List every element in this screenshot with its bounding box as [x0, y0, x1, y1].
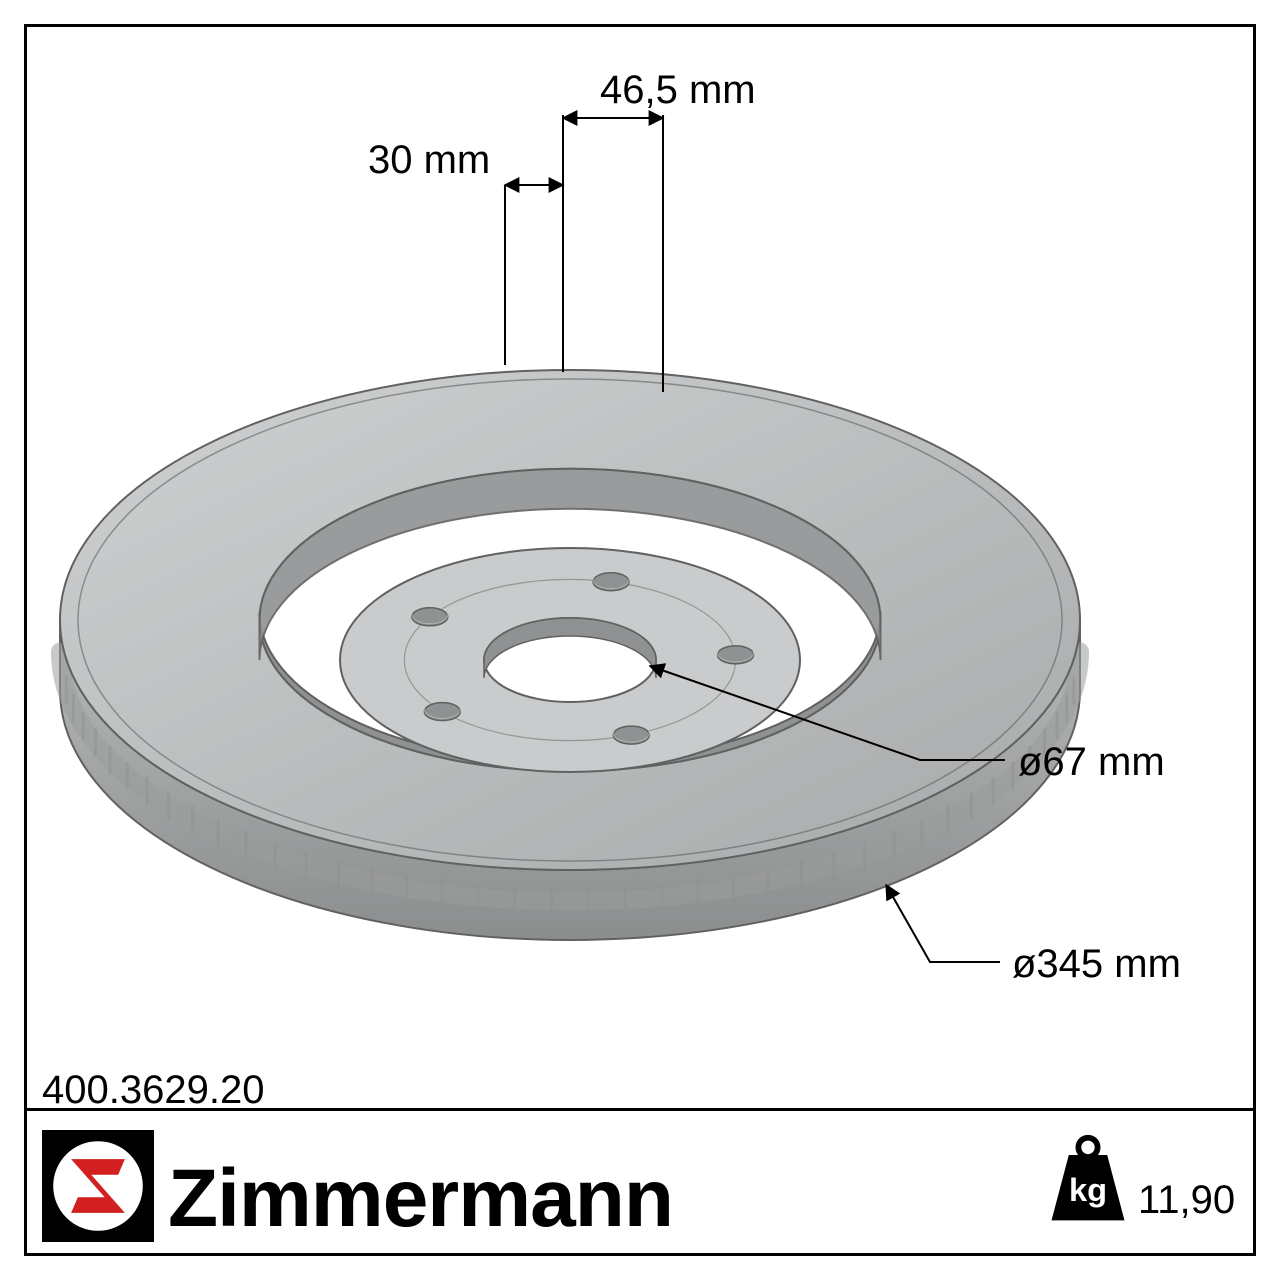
part-number: 400.3629.20	[42, 1068, 264, 1113]
dim-label-46-5: 46,5 mm	[600, 68, 756, 113]
weight-value: 11,90	[1138, 1178, 1235, 1223]
dim-label-30: 30 mm	[368, 138, 490, 183]
svg-text:kg: kg	[1069, 1171, 1107, 1208]
dim-label-67: ø67 mm	[1018, 740, 1165, 785]
brand-logo	[42, 1130, 154, 1242]
brand-wordmark: Zimmermann	[168, 1152, 673, 1246]
weight-icon: kg	[1040, 1132, 1136, 1228]
dim-label-345: ø345 mm	[1012, 942, 1181, 987]
